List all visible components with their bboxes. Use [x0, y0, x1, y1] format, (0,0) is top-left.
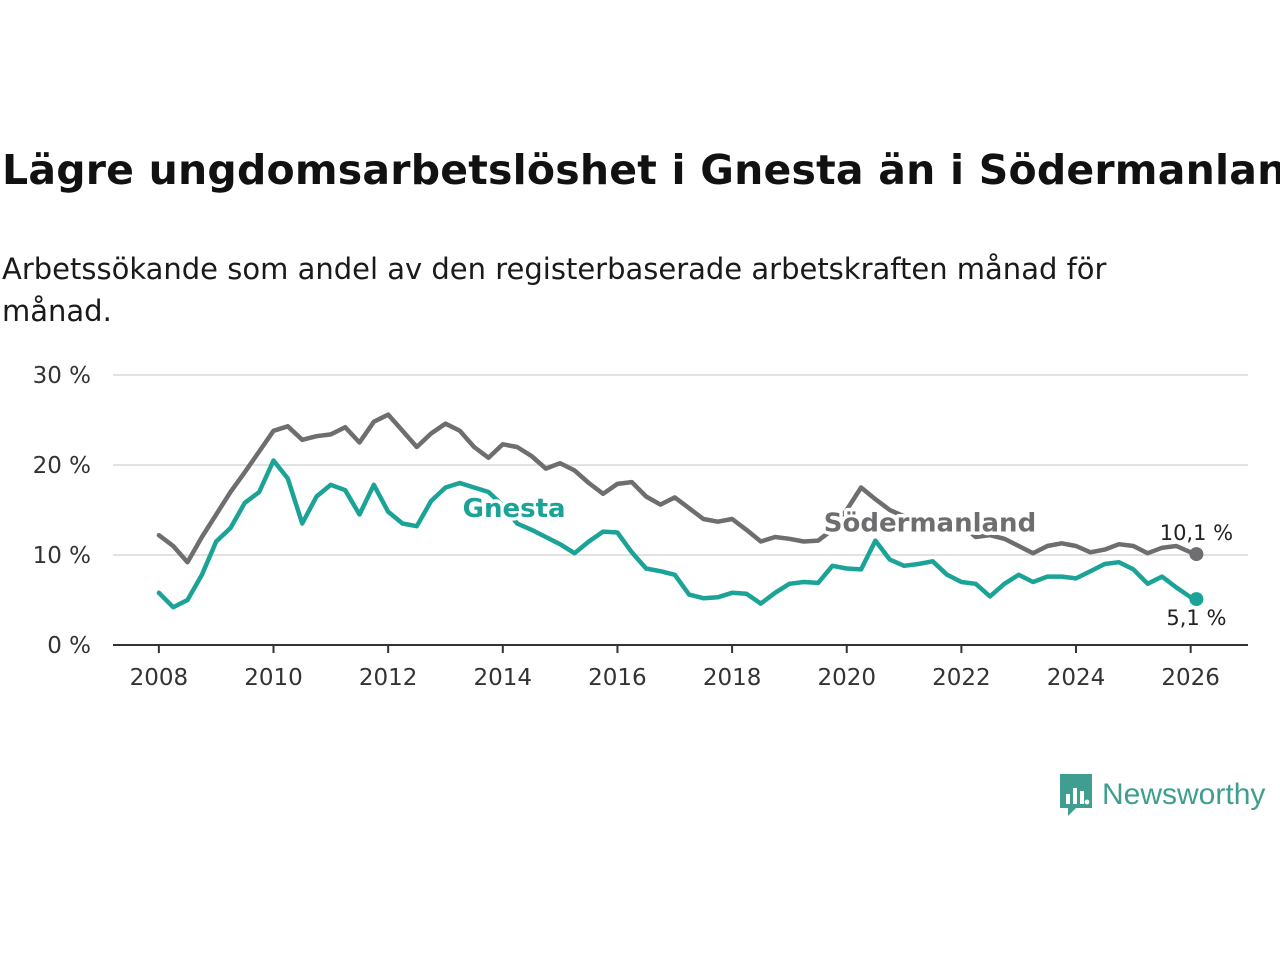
series-line-gnesta — [156, 458, 1199, 610]
series-end-label: 5,1 % — [1166, 606, 1226, 630]
newsworthy-logo-icon — [1060, 774, 1092, 816]
series-end-point — [1189, 547, 1204, 562]
x-tick-label: 2016 — [588, 665, 647, 691]
y-tick-label: 20 % — [33, 453, 91, 479]
y-tick-label: 10 % — [33, 543, 91, 569]
series-label: Gnesta — [463, 494, 566, 524]
newsworthy-logo: Newsworthy — [1058, 772, 1265, 818]
x-tick-label: 2022 — [932, 665, 991, 691]
x-tick-label: 2008 — [130, 665, 189, 691]
line-chart: 0 % 10 % 20 % 30 % 2008 2010 2012 2014 2016 2018 2… — [33, 363, 1248, 691]
y-tick-label: 30 % — [33, 363, 91, 389]
newsworthy-logo-text: Newsworthy — [1102, 778, 1266, 811]
series-line-s-dermanland — [156, 412, 1199, 565]
x-tick-label: 2010 — [244, 665, 303, 691]
series-label-halo: Gnesta — [463, 494, 566, 524]
series-label: Södermanland — [824, 509, 1036, 539]
x-tick-label: 2012 — [359, 665, 418, 691]
chart-title: Lägre ungdomsarbetslöshet i Gnesta än i … — [2, 146, 1280, 194]
x-tick-label: 2020 — [817, 665, 876, 691]
x-tick-label: 2018 — [703, 665, 762, 691]
series-end-label: 10,1 % — [1160, 521, 1233, 545]
x-tick-label: 2024 — [1047, 665, 1106, 691]
x-tick-label: 2014 — [474, 665, 533, 691]
series-labels: 10,1 %5,1 %SödermanlandSödermanlandGnest… — [459, 491, 1233, 630]
chart-subtitle: Arbetssökande som andel av den registerb… — [2, 252, 1107, 328]
axes: 0 % 10 % 20 % 30 % 2008 2010 2012 2014 2016 2018 2… — [33, 363, 1248, 691]
y-tick-label: 0 % — [47, 633, 91, 659]
gridlines — [113, 374, 1248, 556]
series-end-point — [1189, 592, 1204, 607]
x-tick-label: 2026 — [1161, 665, 1220, 691]
series-label-halo: Södermanland — [824, 509, 1036, 539]
series-lines — [156, 412, 1204, 610]
